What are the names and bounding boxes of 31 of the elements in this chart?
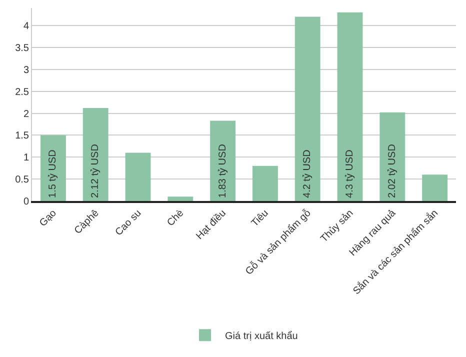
x-tick-label: Chè [165, 208, 186, 229]
data-label: 2.12 tỷ USD [90, 144, 102, 198]
x-tick-label: Hạt điều [194, 208, 228, 242]
y-tick-label: 2.5 [15, 86, 30, 98]
data-label: 4.2 tỷ USD [302, 150, 314, 198]
x-tick-label: Cao su [113, 208, 144, 238]
y-tick-label: 3.5 [15, 42, 30, 54]
bar [294, 16, 320, 201]
legend-label: Giá trị xuất khẩu [225, 330, 298, 342]
y-tick-label: 2 [23, 108, 30, 120]
bar [337, 12, 363, 201]
bar [210, 120, 236, 201]
y-tick-label: 1.5 [15, 130, 30, 142]
data-label: 1.83 tỷ USD [217, 144, 228, 198]
y-tick-label: 4 [23, 21, 30, 32]
y-tick-label: 0.5 [15, 174, 30, 186]
bar [422, 174, 448, 201]
y-tick-label: 1 [23, 152, 30, 164]
bar [380, 112, 406, 201]
data-label: 4.3 tỷ USD [344, 150, 356, 198]
bar [82, 108, 108, 201]
bar [168, 196, 194, 201]
bar [252, 166, 278, 201]
bar [125, 152, 151, 201]
bar [40, 135, 66, 201]
data-label: 1.5 tỷ USD [48, 150, 59, 198]
y-tick-label: 3 [23, 64, 30, 76]
x-tick-label: Tiêu [250, 208, 271, 230]
data-label: 2.02 tỷ USD [386, 144, 398, 198]
y-tick-label: 0 [23, 196, 30, 208]
x-tick-label: Gạo [38, 208, 60, 230]
